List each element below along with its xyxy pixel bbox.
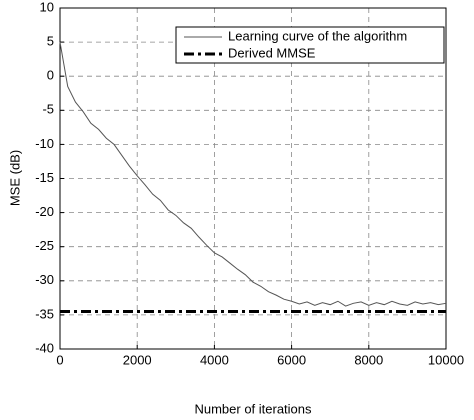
y-tick-label: -40 (35, 340, 54, 355)
y-tick-label: 5 (47, 34, 54, 49)
y-tick-label: -25 (35, 238, 54, 253)
x-tick-label: 6000 (277, 352, 306, 367)
x-tick-label: 8000 (354, 352, 383, 367)
y-tick-label: -20 (35, 204, 54, 219)
x-tick-label: 0 (56, 352, 63, 367)
y-tick-label: -35 (35, 306, 54, 321)
y-tick-label: -5 (42, 102, 54, 117)
x-tick-label: 2000 (123, 352, 152, 367)
legend-box (175, 26, 445, 64)
x-axis-label: Number of iterations (194, 401, 312, 416)
legend-label: Derived MMSE (228, 45, 316, 60)
plot-frame (59, 7, 447, 350)
y-tick-label: -10 (35, 136, 54, 151)
x-tick-label: 10000 (428, 352, 464, 367)
y-tick-label: 10 (40, 0, 54, 14)
series-line (59, 42, 447, 307)
y-tick-label: -30 (35, 272, 54, 287)
y-tick-label: -15 (35, 170, 54, 185)
legend-label: Learning curve of the algorithm (228, 28, 407, 43)
x-tick-label: 4000 (200, 352, 229, 367)
y-tick-label: 0 (47, 68, 54, 83)
y-axis-label: MSE (dB) (7, 150, 22, 206)
